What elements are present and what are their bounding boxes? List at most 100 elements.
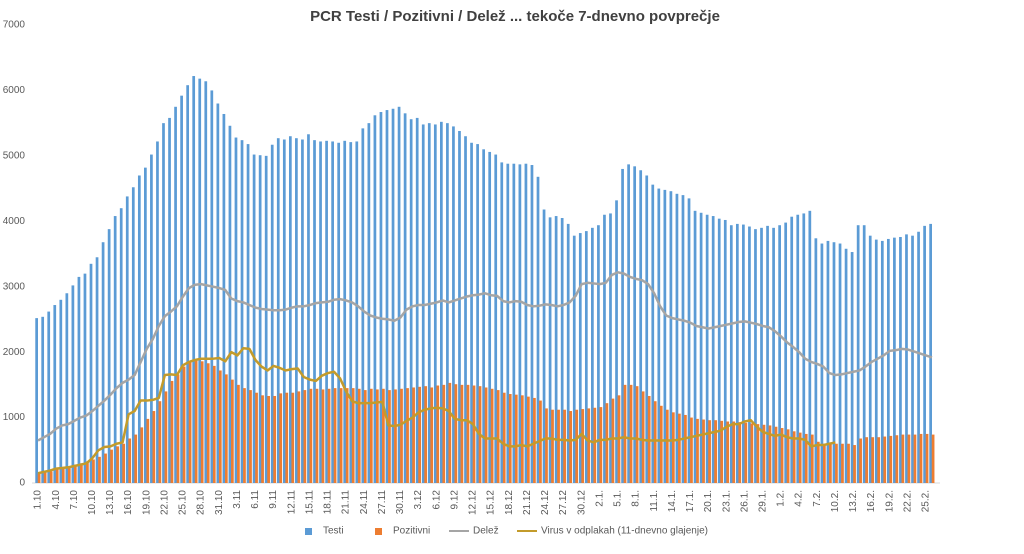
bar (850, 252, 854, 483)
x-tick-label: 2.1. (594, 490, 605, 507)
bar (880, 240, 884, 483)
y-tick-label: 0 (19, 478, 25, 489)
bar (295, 138, 298, 484)
bar (762, 424, 766, 483)
bar (309, 388, 313, 483)
bar (297, 391, 301, 483)
bar (150, 154, 153, 483)
bar (49, 471, 53, 483)
bar (424, 386, 428, 483)
x-tick-label: 16.10 (123, 490, 134, 515)
bar (391, 108, 395, 484)
bar (470, 142, 473, 483)
bar (494, 154, 498, 483)
x-tick-label: 11.1. (649, 490, 660, 512)
bar (907, 434, 911, 483)
bar (67, 466, 71, 483)
bar (315, 388, 319, 483)
bar (198, 78, 202, 483)
bar (152, 411, 156, 483)
bar (545, 408, 548, 483)
bar (675, 193, 679, 483)
x-tick-label: 29.1. (758, 490, 769, 512)
bar (460, 384, 464, 483)
bar (261, 395, 264, 483)
legend-swatch (305, 528, 312, 535)
bar (122, 443, 126, 483)
bar (554, 216, 558, 483)
x-tick-label: 26.1. (739, 490, 750, 512)
bar (919, 433, 923, 483)
x-tick-label: 6.12 (431, 490, 442, 510)
bar (188, 361, 192, 483)
bar (611, 398, 615, 483)
bar (684, 414, 687, 483)
bar (134, 434, 138, 483)
bar (520, 395, 524, 483)
bar (71, 285, 75, 483)
bar (224, 374, 228, 483)
bar (768, 425, 772, 483)
x-tick-label: 15.11 (304, 490, 315, 515)
x-tick-label: 28.10 (196, 490, 207, 515)
bar (249, 390, 252, 483)
bar (267, 395, 270, 483)
bar (635, 386, 639, 483)
bar (868, 235, 872, 483)
bar (476, 144, 479, 483)
bar (871, 437, 875, 483)
bar (313, 140, 316, 483)
x-tick-label: 7.10 (69, 490, 80, 510)
x-tick-label: 30.11 (395, 490, 406, 515)
x-tick-label: 10.2. (830, 490, 841, 512)
bar (623, 384, 627, 483)
bar (176, 374, 180, 483)
bar (829, 443, 832, 483)
bar (899, 236, 902, 483)
x-tick-label: 10.10 (87, 490, 98, 515)
bar (77, 276, 81, 483)
bar (766, 225, 769, 483)
bar (699, 212, 703, 483)
bar (339, 388, 343, 483)
x-tick-label: 16.2. (866, 490, 877, 512)
bar (137, 175, 141, 483)
bar (125, 196, 129, 483)
bar (448, 382, 452, 483)
bar (548, 217, 552, 484)
bar (345, 388, 349, 483)
bar (104, 453, 107, 483)
x-tick-label: 23.1. (721, 490, 732, 512)
bar (388, 390, 391, 483)
x-tick-label: 27.12 (558, 490, 569, 515)
bar (798, 432, 802, 483)
bar (853, 445, 856, 483)
bar (633, 166, 637, 483)
bar (164, 391, 168, 483)
bar (270, 144, 274, 483)
bar (665, 409, 669, 483)
bar (786, 429, 790, 483)
bar (671, 412, 675, 483)
bar (409, 119, 413, 484)
legend-label: Pozitivni (393, 526, 430, 537)
bar (735, 223, 739, 483)
bar (162, 123, 165, 484)
bar (651, 184, 655, 483)
bar (717, 218, 721, 483)
bar (820, 243, 824, 483)
bar (859, 438, 862, 483)
bar (234, 137, 238, 483)
bar (442, 384, 446, 483)
bar (373, 115, 377, 483)
x-tick-label: 12.12 (468, 490, 479, 515)
y-tick-label: 7000 (3, 20, 26, 31)
bar (808, 210, 812, 483)
bar (291, 392, 295, 483)
bar (458, 130, 461, 483)
bar (566, 223, 570, 483)
bar (80, 463, 83, 483)
y-tick-label: 4000 (3, 216, 26, 227)
x-tick-label: 9.11 (268, 490, 279, 509)
bar (363, 390, 367, 483)
